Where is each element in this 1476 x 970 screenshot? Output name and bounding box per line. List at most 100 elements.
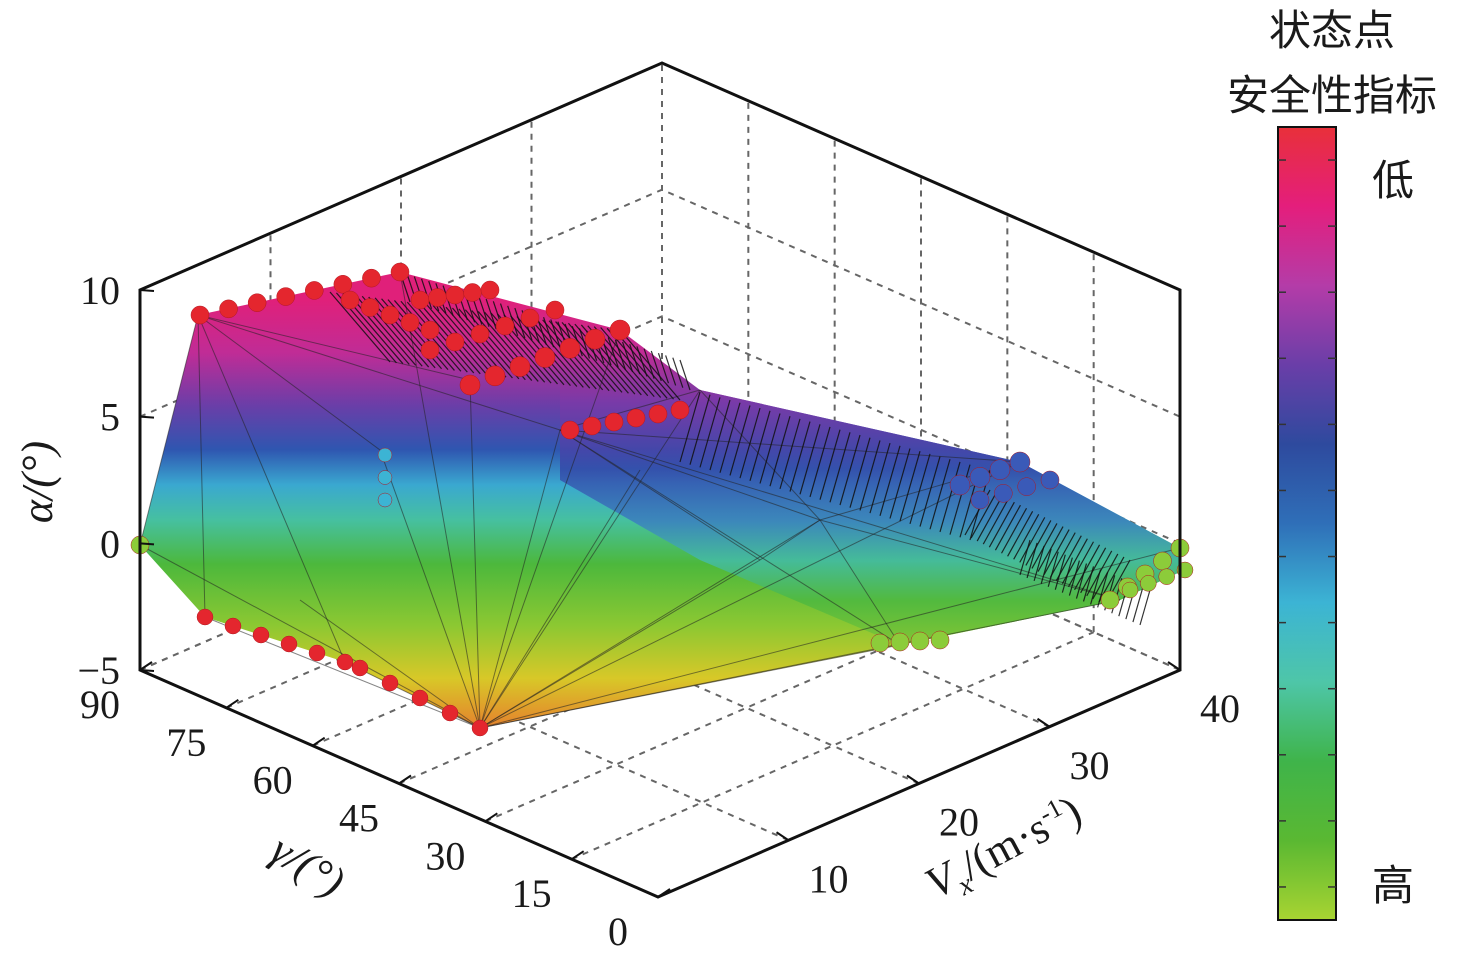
hatch-line	[1033, 545, 1045, 582]
state-point	[196, 608, 214, 626]
y-tick-mark	[312, 736, 326, 747]
state-point-markers	[130, 262, 1194, 737]
mesh-line	[197, 314, 561, 431]
mesh-line	[699, 389, 821, 521]
state-point	[381, 674, 399, 692]
state-point	[970, 490, 990, 510]
y-tick-mark	[225, 699, 239, 709]
state-point	[362, 268, 381, 288]
state-point	[247, 293, 267, 312]
x-axis-ticks: 10 20 30 40	[775, 661, 1240, 901]
y-tick-label: 45	[339, 796, 379, 841]
hatch-line	[1031, 523, 1058, 569]
mesh-line	[559, 429, 821, 521]
hatch-line	[889, 448, 911, 519]
hatch-line	[739, 407, 761, 479]
mesh-line	[559, 429, 901, 646]
hatch-line	[329, 291, 391, 363]
y-tick-label: 90	[80, 682, 120, 727]
hatch-line	[779, 418, 801, 490]
state-point	[441, 704, 459, 722]
hatch-line	[699, 397, 721, 468]
mesh-line	[819, 519, 901, 646]
state-point	[377, 492, 393, 508]
hatch-line	[1000, 507, 1028, 554]
y-tick-label: 15	[512, 871, 552, 916]
hatch-line	[348, 294, 410, 365]
state-point	[445, 285, 465, 305]
z-tick-label: 5	[100, 395, 120, 440]
hatch-line	[982, 498, 1009, 545]
mesh-line	[479, 429, 561, 729]
hatch-line	[1074, 544, 1101, 591]
hatch-line	[1080, 547, 1107, 594]
x-tick-mark	[906, 774, 920, 785]
state-point	[545, 300, 565, 320]
hatch-line	[1067, 541, 1095, 588]
state-point	[252, 626, 270, 644]
x-tick-mark	[1036, 717, 1051, 728]
mesh-line	[759, 519, 821, 561]
y-tick-label: 0	[608, 909, 628, 954]
y-axis-ticks: 0 15 30 45 60 75 90	[80, 661, 671, 954]
state-point	[890, 632, 910, 652]
hatch-line	[679, 359, 691, 391]
hatch-line	[578, 328, 591, 359]
hatch-line	[869, 442, 891, 514]
hatch-line	[672, 357, 684, 388]
state-point	[471, 719, 489, 737]
hatch-line	[988, 501, 1015, 548]
state-point	[1009, 451, 1031, 473]
colorbar-title-line1: 状态点	[1269, 6, 1395, 55]
mesh-line	[559, 429, 1021, 463]
hatch-line	[829, 432, 851, 503]
state-point	[1153, 551, 1172, 571]
mesh-line	[197, 314, 381, 451]
state-point	[276, 287, 295, 306]
hatch-line	[929, 459, 951, 530]
colorbar-ticks	[1278, 159, 1336, 888]
hatch-line	[949, 464, 971, 535]
mesh-line	[469, 379, 481, 729]
mesh-line	[197, 314, 206, 618]
x-tick-mark	[1167, 661, 1181, 671]
hatch-line	[507, 305, 519, 337]
hatch-line	[629, 344, 641, 375]
hatch-line	[458, 308, 520, 380]
hatch-line	[1047, 551, 1059, 587]
mesh-line	[479, 547, 1181, 729]
hatch-line	[1013, 514, 1040, 560]
state-point	[224, 617, 242, 635]
hatch-line	[485, 298, 497, 330]
x-tick-mark	[775, 831, 790, 842]
state-point	[648, 404, 668, 424]
safety-surface	[140, 272, 1180, 728]
mesh-line	[479, 469, 641, 729]
colorbar-low-label: 低	[1372, 156, 1414, 205]
hatch-line	[994, 504, 1021, 551]
mesh-line	[139, 314, 199, 546]
x-tick-label: 20	[939, 800, 979, 845]
hatch-line	[451, 307, 513, 379]
hatch-line	[1043, 529, 1070, 575]
colorbar: 状态点 安全性指标 低 高	[1227, 6, 1437, 921]
z-tick-mark	[139, 542, 155, 546]
hatch-line	[879, 445, 901, 516]
hatch-line	[1082, 566, 1095, 602]
z-axis-label: α/(°)	[13, 441, 62, 523]
state-point	[1140, 575, 1157, 592]
state-point	[377, 470, 393, 485]
hatch-line	[1019, 539, 1031, 576]
state-point	[910, 631, 930, 651]
hatch-line	[939, 461, 961, 533]
mesh-line	[197, 314, 346, 663]
state-point	[459, 374, 481, 396]
state-point	[336, 653, 354, 671]
hatch-line	[1068, 560, 1080, 596]
colorbar-title-line2: 安全性指标	[1227, 71, 1437, 120]
hatch-line	[665, 355, 677, 386]
hatch-line	[1092, 553, 1119, 600]
hatch-line	[819, 429, 841, 500]
mesh-line	[479, 329, 621, 729]
